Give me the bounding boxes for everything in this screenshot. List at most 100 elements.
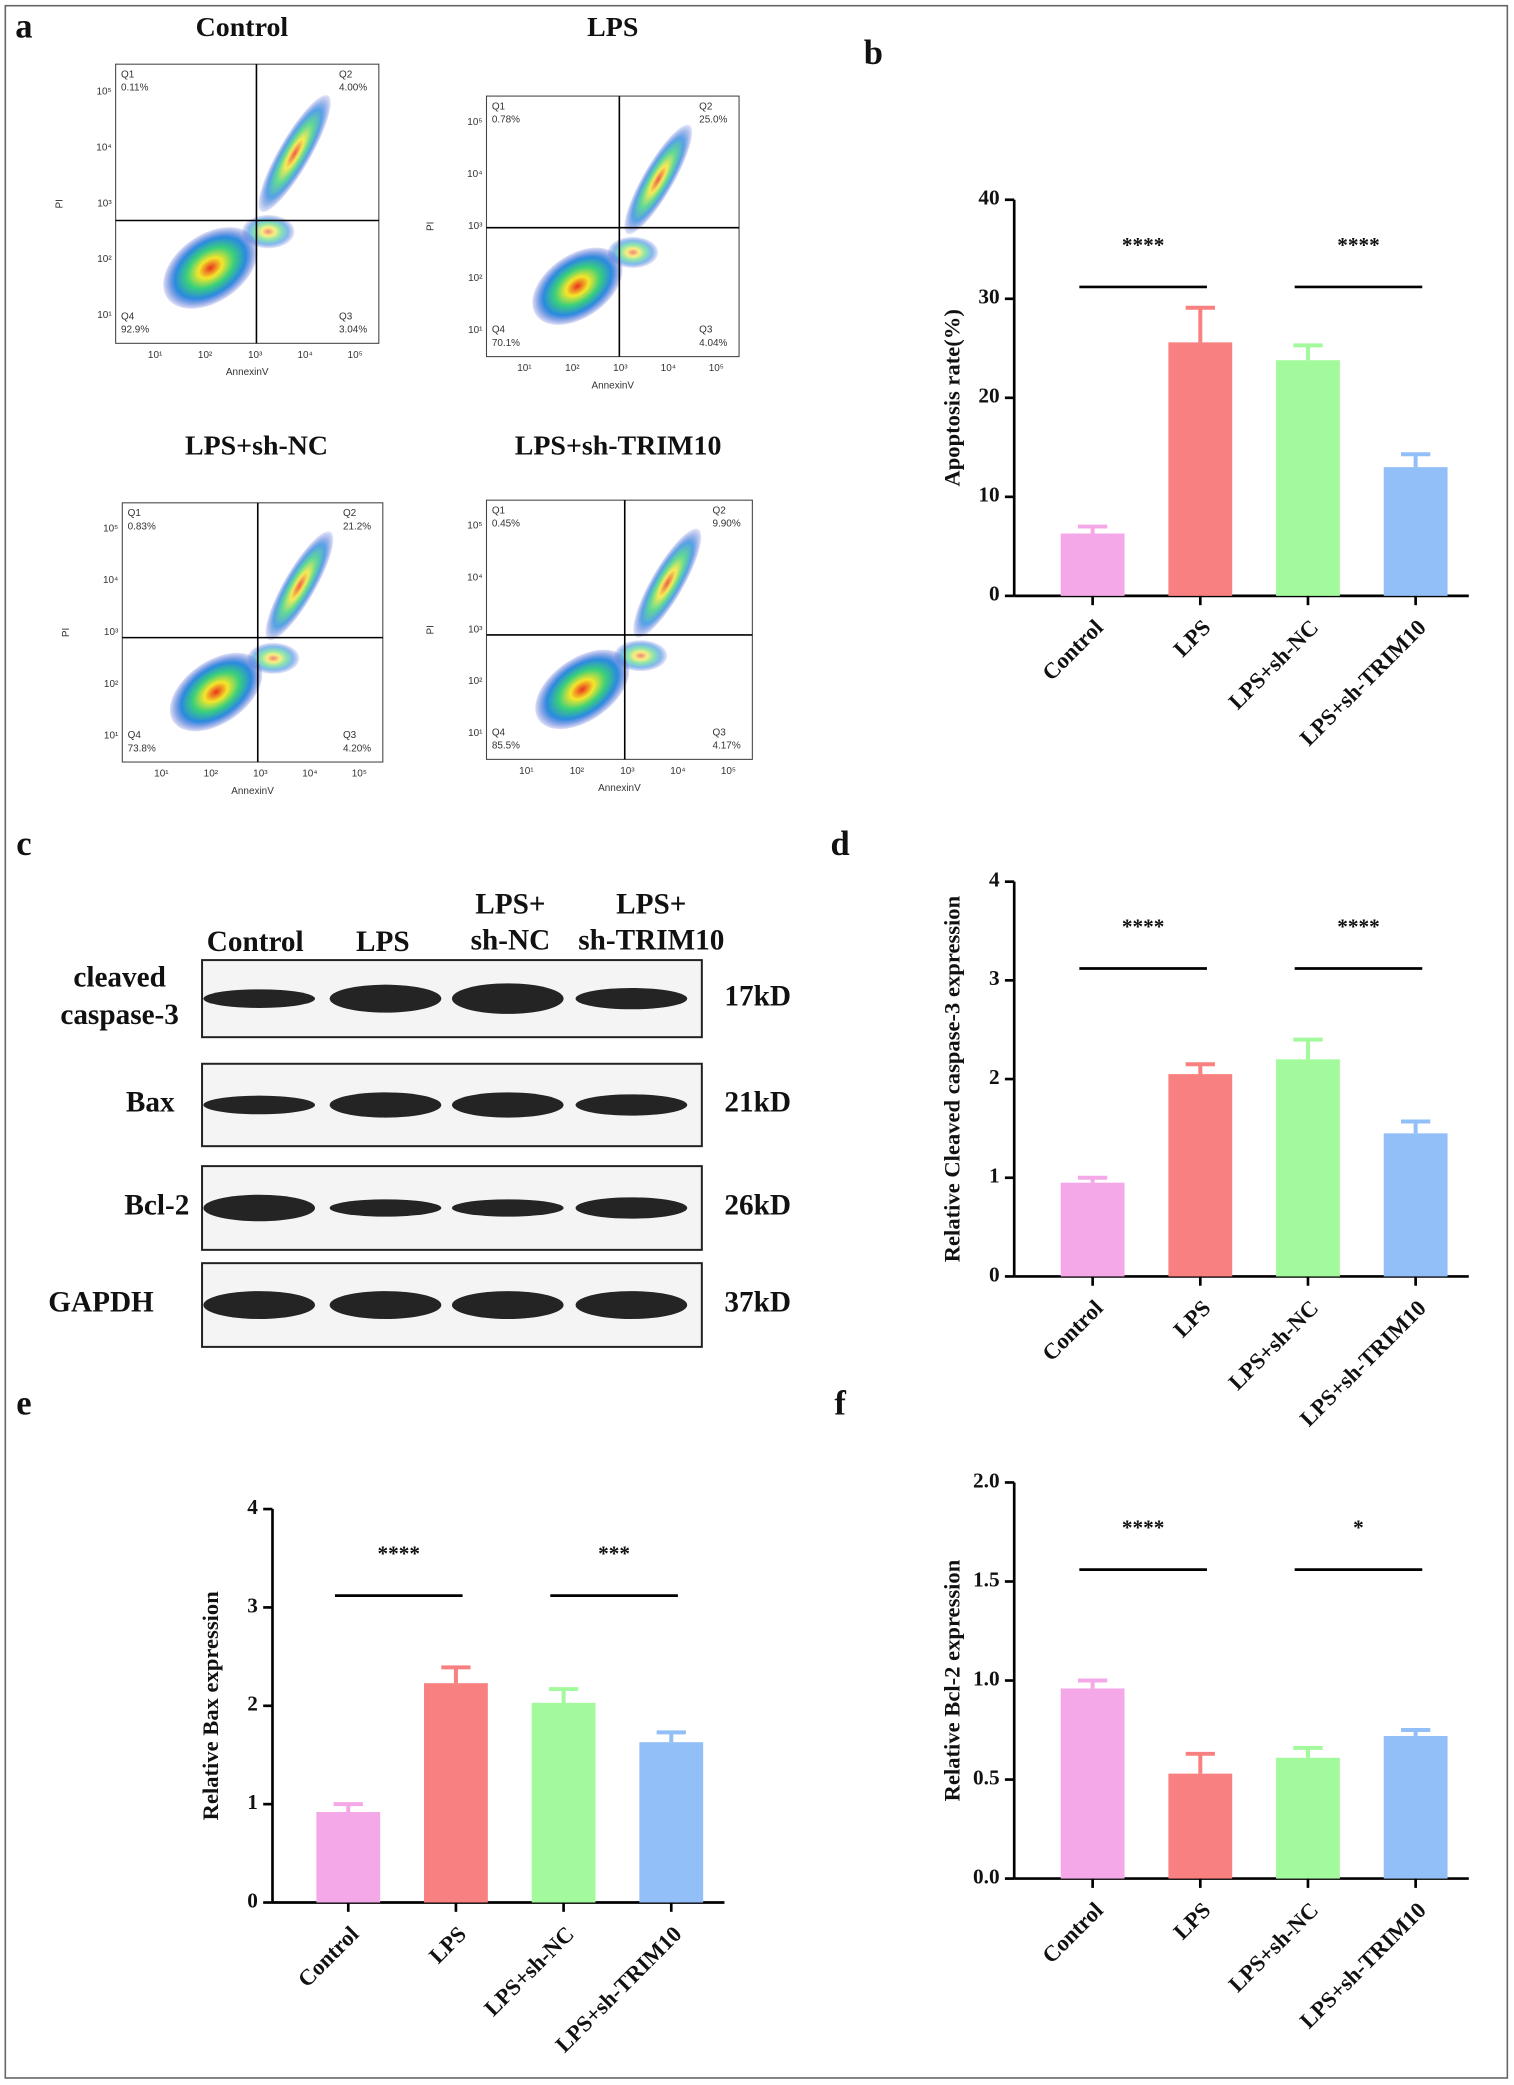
flow-x-tick: 10¹ [154, 769, 169, 780]
blot-band [575, 1197, 688, 1219]
flow-x-tick: 10³ [248, 350, 263, 361]
quadrant-name: Q2 [339, 69, 353, 80]
flow-y-label: PI [425, 625, 436, 634]
flow-y-label: PI [425, 222, 436, 231]
cell-cluster [265, 531, 334, 641]
significance-label: **** [378, 1542, 420, 1566]
flow-x-tick: 10³ [253, 769, 268, 780]
quadrant-name: Q1 [121, 69, 135, 80]
bar [639, 1742, 704, 1903]
cell-cluster [241, 214, 295, 249]
quadrant-percent: 21.2% [343, 521, 371, 532]
lane-label: LPS [356, 926, 410, 958]
y-tick-label: 1.5 [973, 1567, 1000, 1591]
quadrant-percent: 25.0% [699, 115, 727, 126]
molecular-weight: 21kD [724, 1087, 791, 1119]
flow-title: LPS+sh-TRIM10 [515, 431, 722, 462]
bar [1383, 467, 1448, 596]
quadrant-percent: 0.83% [128, 521, 156, 532]
flow-y-tick: 10⁵ [96, 87, 111, 98]
quadrant-percent: 4.00% [339, 83, 367, 94]
y-tick-label: 1 [989, 1164, 1000, 1188]
blot-band [451, 1092, 564, 1118]
y-axis-label: Apoptosis rate(%) [940, 309, 965, 486]
bar [1168, 1074, 1233, 1277]
bar [316, 1812, 381, 1903]
flow-y-label: PI [61, 628, 72, 637]
blot-band [329, 1291, 442, 1319]
flow-y-tick: 10⁵ [103, 523, 118, 534]
cell-cluster [614, 640, 668, 672]
flow-x-tick: 10⁴ [670, 766, 685, 777]
flow-y-tick: 10³ [468, 624, 483, 635]
quadrant-percent: 3.04% [339, 325, 367, 336]
blot-band [451, 1199, 564, 1217]
lane-label: LPS+ [616, 889, 686, 921]
cell-cluster [169, 652, 263, 732]
protein-label: Bax [126, 1087, 175, 1119]
bar [1168, 1773, 1233, 1879]
blot-band [329, 1092, 442, 1118]
significance-label: * [1353, 1516, 1364, 1540]
flow-x-label: AnnexinV [226, 367, 269, 378]
flow-x-tick: 10¹ [517, 363, 532, 374]
y-tick-label: 0 [989, 1262, 1000, 1286]
flow-x-tick: 10⁴ [297, 350, 312, 361]
bar [1276, 1059, 1340, 1277]
quadrant-percent: 0.78% [492, 115, 520, 126]
flow-x-tick: 10⁴ [661, 363, 676, 374]
cell-cluster [633, 528, 702, 638]
flow-y-label: PI [54, 199, 65, 208]
flow-y-tick: 10⁵ [467, 117, 482, 128]
quadrant-name: Q2 [699, 101, 713, 112]
y-tick-label: 30 [978, 285, 999, 309]
significance-label: *** [598, 1542, 630, 1566]
cell-cluster [607, 236, 659, 269]
flow-x-tick: 10³ [613, 363, 628, 374]
bar [1383, 1133, 1448, 1277]
quadrant-name: Q1 [492, 505, 506, 516]
molecular-weight: 17kD [724, 980, 791, 1012]
significance-label: **** [1122, 915, 1165, 939]
blot-band [329, 1199, 442, 1217]
y-tick-label: 2 [247, 1692, 258, 1716]
quadrant-name: Q3 [339, 311, 353, 322]
flow-x-tick: 10³ [620, 766, 635, 777]
quadrant-name: Q4 [492, 727, 506, 738]
y-tick-label: 40 [978, 186, 999, 210]
flow-y-tick: 10⁴ [467, 169, 482, 180]
y-tick-label: 20 [978, 384, 999, 408]
y-axis-label: Relative Bax expression [198, 1591, 223, 1821]
quadrant-percent: 70.1% [492, 338, 520, 349]
lane-label: LPS+ [475, 889, 545, 921]
flow-y-tick: 10² [97, 254, 112, 265]
quadrant-name: Q3 [343, 730, 357, 741]
blot-band [329, 984, 442, 1013]
flow-y-tick: 10³ [104, 627, 119, 638]
flow-y-tick: 10² [468, 676, 483, 687]
flow-y-tick: 10³ [468, 221, 483, 232]
quadrant-name: Q3 [712, 727, 726, 738]
flow-y-tick: 10² [468, 273, 483, 284]
flow-x-tick: 10² [198, 350, 213, 361]
quadrant-percent: 0.45% [492, 519, 520, 530]
panel-label: e [16, 1385, 31, 1423]
protein-label: GAPDH [48, 1287, 154, 1319]
flow-y-tick: 10³ [97, 198, 112, 209]
y-tick-label: 3 [247, 1593, 258, 1617]
y-tick-label: 4 [989, 868, 1000, 892]
bar [531, 1702, 596, 1903]
flow-y-tick: 10⁴ [103, 575, 118, 586]
bar [1060, 533, 1125, 596]
quadrant-percent: 4.04% [699, 338, 727, 349]
y-tick-label: 0.5 [973, 1765, 1000, 1789]
flow-x-tick: 10² [565, 363, 580, 374]
panel-label: f [834, 1385, 846, 1423]
flow-x-tick: 10⁵ [348, 350, 363, 361]
figure-border [4, 4, 1509, 2079]
quadrant-name: Q3 [699, 325, 713, 336]
flow-title: LPS+sh-NC [185, 431, 328, 462]
bar [1383, 1735, 1448, 1879]
bar [424, 1683, 488, 1903]
